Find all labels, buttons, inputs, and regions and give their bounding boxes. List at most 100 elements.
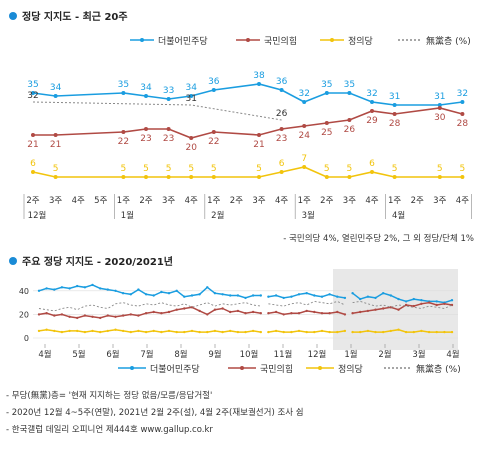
data-point-정의당 [320,329,324,333]
legend-label: 더불어민주당 [150,364,200,375]
data-label-더불어민주당: 32 [298,89,309,99]
data-point-더불어민주당 [31,91,35,95]
data-label-국민의힘: 22 [208,137,219,147]
data-point-더불어민주당 [76,284,79,288]
data-point-정의당 [397,328,400,331]
data-point-정의당 [129,330,132,334]
data-point-더불어민주당 [198,293,201,296]
data-point-국민의힘 [279,127,284,131]
legend-marker [140,38,144,42]
data-point-정의당 [183,330,186,334]
data-point-정의당 [389,329,392,333]
legend-marker [330,38,334,42]
data-point-더불어민주당 [91,283,94,287]
data-label-국민의힘: 23 [276,134,287,144]
data-point-국민의힘 [53,314,56,317]
x-tick-label: 4주 [275,196,288,206]
data-point-국민의힘 [114,315,117,318]
month-label: 2월 [211,210,224,221]
data-point-더불어민주당 [144,293,148,296]
data-point-국민의힘 [324,121,329,125]
data-point-정의당 [251,329,255,333]
data-point-더불어민주당 [144,94,148,98]
data-label-국민의힘: 20 [185,143,197,153]
x-tick-label: 3주 [343,196,356,206]
data-point-더불어민주당 [313,294,316,297]
data-point-더불어민주당 [328,293,331,296]
data-point-더불어민주당 [282,296,285,300]
data-point-국민의힘 [166,127,171,131]
data-point-정의당 [257,175,261,179]
x-tick-label: 3주 [252,196,265,206]
data-point-정의당 [282,330,285,334]
x-tick-label: 10월 [240,349,259,360]
data-point-정의당 [166,175,171,179]
data-point-정의당 [366,329,370,333]
data-point-국민의힘 [137,314,140,317]
data-point-더불어민주당 [53,288,56,291]
data-point-정의당 [324,175,329,179]
data-label-더불어민주당: 36 [208,77,220,87]
data-point-더불어민주당 [389,294,392,297]
data-point-정의당 [190,329,194,333]
chart-title: 주요 정당 지지도 - 2020/2021년 [22,255,173,268]
data-point-정의당 [392,175,397,179]
data-point-정의당 [206,330,209,334]
x-tick-label: 12월 [308,349,327,360]
y-tick-label: 0 [24,334,29,343]
data-point-정의당 [175,330,178,334]
data-point-국민의힘 [45,312,48,315]
data-point-정의당 [267,330,270,334]
x-tick-label: 11월 [274,349,293,360]
data-point-국민의힘 [443,302,446,305]
data-point-정의당 [382,330,385,334]
data-label-정의당: 5 [460,164,466,174]
legend-label: 정의당 [348,36,373,47]
data-label-국민의힘: 30 [434,113,446,123]
data-point-더불어민주당 [160,290,163,294]
x-tick-label: 4주 [185,196,198,206]
x-tick-label: 1주 [388,196,401,206]
data-point-국민의힘 [211,130,216,134]
legend-item-국민의힘: 국민의힘 [228,364,293,375]
data-point-국민의힘 [320,312,324,315]
x-tick-label: 4주 [72,196,85,206]
data-point-정의당 [114,328,117,331]
data-point-정의당 [351,330,354,334]
data-point-더불어민주당 [167,292,171,295]
data-point-더불어민주당 [211,88,216,92]
data-point-국민의힘 [236,309,240,313]
month-label: 12월 [28,210,47,221]
data-label-더불어민주당: 33 [163,86,174,96]
legend-label: 無黨층 (%) [416,363,461,375]
data-point-더불어민주당 [392,103,397,107]
month-label: 1월 [121,210,134,221]
data-label-층: 31 [185,94,196,104]
data-point-정의당 [347,175,352,179]
data-point-정의당 [152,329,155,333]
chart-title: 정당 지지도 - 최근 20주 [22,10,128,23]
data-point-국민의힘 [336,310,339,314]
data-point-정의당 [83,330,87,334]
data-point-정의당 [427,330,431,334]
data-label-국민의힘: 25 [321,128,332,138]
data-point-더불어민주당 [189,94,194,98]
data-point-더불어민주당 [450,299,454,302]
data-point-국민의힘 [121,314,125,317]
x-tick-label: 5주 [94,196,107,206]
x-tick-label: 8월 [174,349,187,360]
data-point-국민의힘 [351,312,354,315]
data-point-더불어민주당 [37,289,41,292]
legend-item-더불어민주당: 더불어민주당 [130,36,208,47]
data-label-정의당: 5 [347,164,353,174]
data-label-더불어민주당: 35 [27,80,38,90]
data-point-국민의힘 [221,307,224,310]
data-label-더불어민주당: 34 [140,83,152,93]
data-label-국민의힘: 24 [298,131,310,141]
data-point-더불어민주당 [274,294,278,297]
data-point-국민의힘 [397,308,400,311]
data-point-더불어민주당 [206,286,209,289]
data-point-정의당 [137,329,140,333]
x-tick-label: 1월 [344,349,357,360]
data-point-더불어민주당 [106,288,110,291]
